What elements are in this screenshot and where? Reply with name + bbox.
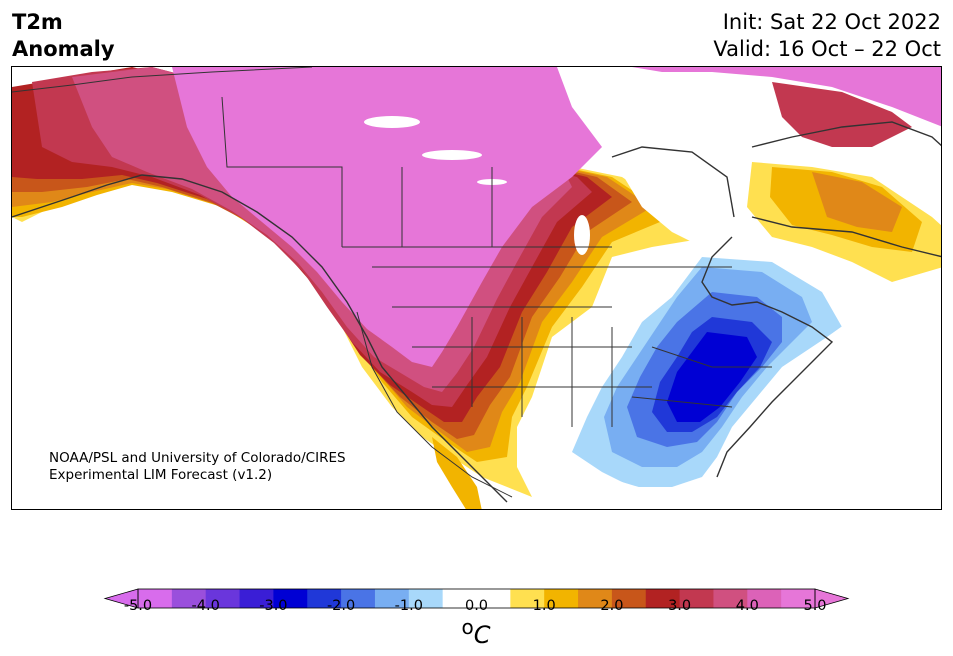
colorbar-tick-label: 2.0 — [600, 598, 624, 614]
credit-text: NOAA/PSL and University of Colorado/CIRE… — [49, 450, 346, 484]
valid-range: Valid: 16 Oct – 22 Oct — [713, 37, 941, 61]
colorbar-cell — [341, 589, 376, 608]
coastlines — [12, 121, 941, 503]
colorbar-cell — [578, 589, 613, 608]
colorbar-outline — [137, 588, 816, 609]
colorbar-cell — [171, 589, 207, 608]
colorbar-tick-label: 3.0 — [668, 598, 692, 614]
title-line-1: T2m — [12, 10, 63, 34]
colorbar — [103, 588, 850, 609]
colorbar-tick-label: -3.0 — [259, 598, 288, 614]
colorbar-unit: oC — [461, 615, 490, 649]
anomaly-minus3-zone — [667, 332, 757, 422]
map-canvas — [12, 67, 941, 509]
map-title: T2m Anomaly — [12, 9, 115, 63]
anomaly-eastcanada-hot — [812, 172, 902, 232]
title-line-2: Anomaly — [12, 37, 115, 61]
great-slave-lake — [422, 150, 482, 160]
init-date: Init: Sat 22 Oct 2022 — [722, 10, 941, 34]
colorbar-cell — [645, 589, 681, 608]
unit-superscript: o — [461, 615, 474, 639]
colorbar-cell — [205, 589, 241, 608]
anomaly-map — [11, 66, 942, 510]
colorbar-tick-label: 5.0 — [803, 598, 827, 614]
colorbar-cell — [747, 589, 782, 608]
colorbar-cells — [138, 589, 816, 608]
colorbar-tick-label: -4.0 — [191, 598, 220, 614]
political-borders — [12, 67, 772, 498]
colorbar-tick-label: -1.0 — [394, 598, 423, 614]
anomaly-plus5-east-zone — [632, 67, 941, 127]
colorbar-cell — [679, 589, 714, 608]
credit-line-2: Experimental LIM Forecast (v1.2) — [49, 467, 273, 483]
colorbar-cell — [273, 589, 308, 608]
atlantic-ocean — [693, 282, 941, 509]
colorbar-cell — [476, 589, 511, 608]
pacific-ocean — [12, 217, 501, 509]
colorbar-tick-label: 4.0 — [735, 598, 759, 614]
colorbar-cell — [408, 589, 444, 608]
colorbar-tick-label: -5.0 — [123, 598, 153, 614]
credit-line-1: NOAA/PSL and University of Colorado/CIRE… — [49, 450, 346, 466]
colorbar-cell — [239, 589, 274, 608]
colorbar-tick-label: -2.0 — [326, 598, 356, 614]
lake-winnipeg — [574, 215, 590, 255]
colorbar-cell — [713, 589, 748, 608]
gulf-of-mexico — [572, 467, 712, 509]
anomaly-plus4-east-zone — [772, 82, 912, 147]
colorbar-cell — [781, 589, 816, 608]
great-bear-lake — [364, 116, 420, 128]
colorbar-cell — [442, 589, 477, 608]
colorbar-cell — [307, 589, 342, 608]
colorbar-tick-label: 1.0 — [532, 598, 556, 614]
colorbar-cell — [138, 589, 173, 608]
colorbar-cell — [544, 589, 579, 608]
unit-base: C — [473, 621, 491, 649]
colorbar-cell — [374, 589, 410, 608]
hudson-bay — [612, 147, 732, 247]
colorbar-tick-label: 0.0 — [464, 598, 489, 614]
colorbar-cell — [611, 589, 647, 608]
baja-peninsula-warm — [432, 437, 482, 509]
colorbar-cell — [510, 589, 545, 608]
anomaly-plus5-zone — [172, 67, 602, 367]
forecast-dates: Init: Sat 22 Oct 2022 Valid: 16 Oct – 22… — [713, 9, 941, 63]
